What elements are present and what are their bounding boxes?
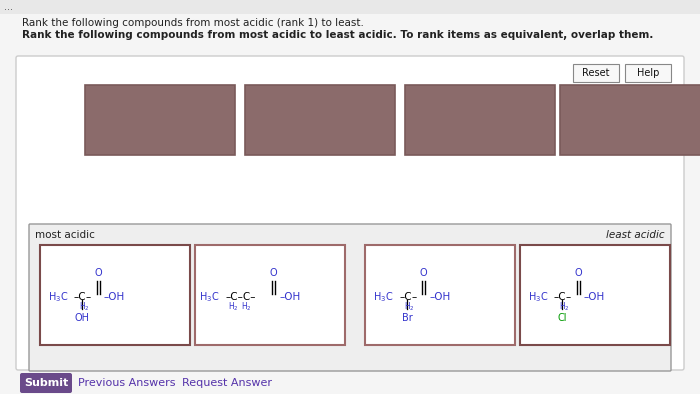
FancyBboxPatch shape — [29, 224, 671, 371]
Text: ...: ... — [4, 2, 13, 12]
Text: $\mathregular{H_2}$: $\mathregular{H_2}$ — [228, 301, 239, 313]
Text: –OH: –OH — [279, 292, 300, 302]
Bar — [85, 85, 235, 155]
Text: most acidic: most acidic — [35, 230, 95, 240]
Text: –OH: –OH — [429, 292, 450, 302]
Text: $\mathregular{H_2}$: $\mathregular{H_2}$ — [404, 301, 414, 313]
Text: Help: Help — [637, 68, 659, 78]
Text: OH: OH — [74, 313, 90, 323]
Text: –: – — [566, 292, 571, 302]
Text: O: O — [575, 268, 582, 278]
Text: least acidic: least acidic — [606, 230, 665, 240]
Text: –C: –C — [74, 292, 87, 302]
Text: O: O — [420, 268, 427, 278]
Text: $\mathregular{H_3C}$: $\mathregular{H_3C}$ — [373, 290, 393, 304]
FancyBboxPatch shape — [573, 64, 619, 82]
Text: Rank the following compounds from most acidic (rank 1) to least.: Rank the following compounds from most a… — [22, 18, 364, 28]
Bar — [40, 245, 190, 345]
Bar — [560, 85, 700, 155]
Text: Cl: Cl — [557, 313, 567, 323]
Text: Submit: Submit — [24, 378, 68, 388]
Text: Rank the following compounds from most acidic to least acidic. To rank items as : Rank the following compounds from most a… — [22, 30, 653, 40]
Text: O: O — [270, 268, 277, 278]
Bar — [405, 85, 555, 155]
FancyBboxPatch shape — [20, 373, 72, 393]
Text: $\mathregular{H_2}$: $\mathregular{H_2}$ — [241, 301, 252, 313]
Text: $\mathregular{H_2}$: $\mathregular{H_2}$ — [559, 301, 570, 313]
Bar — [245, 85, 395, 155]
Text: O: O — [94, 268, 102, 278]
Text: $\mathregular{H_3C}$: $\mathregular{H_3C}$ — [48, 290, 69, 304]
FancyBboxPatch shape — [625, 64, 671, 82]
Text: $\mathregular{H_3C}$: $\mathregular{H_3C}$ — [199, 290, 219, 304]
Bar — [195, 245, 345, 345]
Text: Request Answer: Request Answer — [182, 378, 272, 388]
Text: –: – — [86, 292, 91, 302]
Text: –C: –C — [554, 292, 566, 302]
Text: –: – — [411, 292, 416, 302]
Text: –C: –C — [399, 292, 412, 302]
Bar — [0, 0, 700, 14]
Text: –OH: –OH — [584, 292, 606, 302]
FancyBboxPatch shape — [16, 56, 684, 370]
Bar — [365, 245, 515, 345]
Text: –C–C–: –C–C– — [225, 292, 256, 302]
Text: Br: Br — [402, 313, 412, 323]
Text: –OH: –OH — [104, 292, 125, 302]
Text: $\mathregular{H_3C}$: $\mathregular{H_3C}$ — [528, 290, 548, 304]
Text: Previous Answers: Previous Answers — [78, 378, 176, 388]
Text: $\mathregular{H_2}$: $\mathregular{H_2}$ — [79, 301, 90, 313]
Text: Reset: Reset — [582, 68, 610, 78]
Bar — [520, 245, 670, 345]
